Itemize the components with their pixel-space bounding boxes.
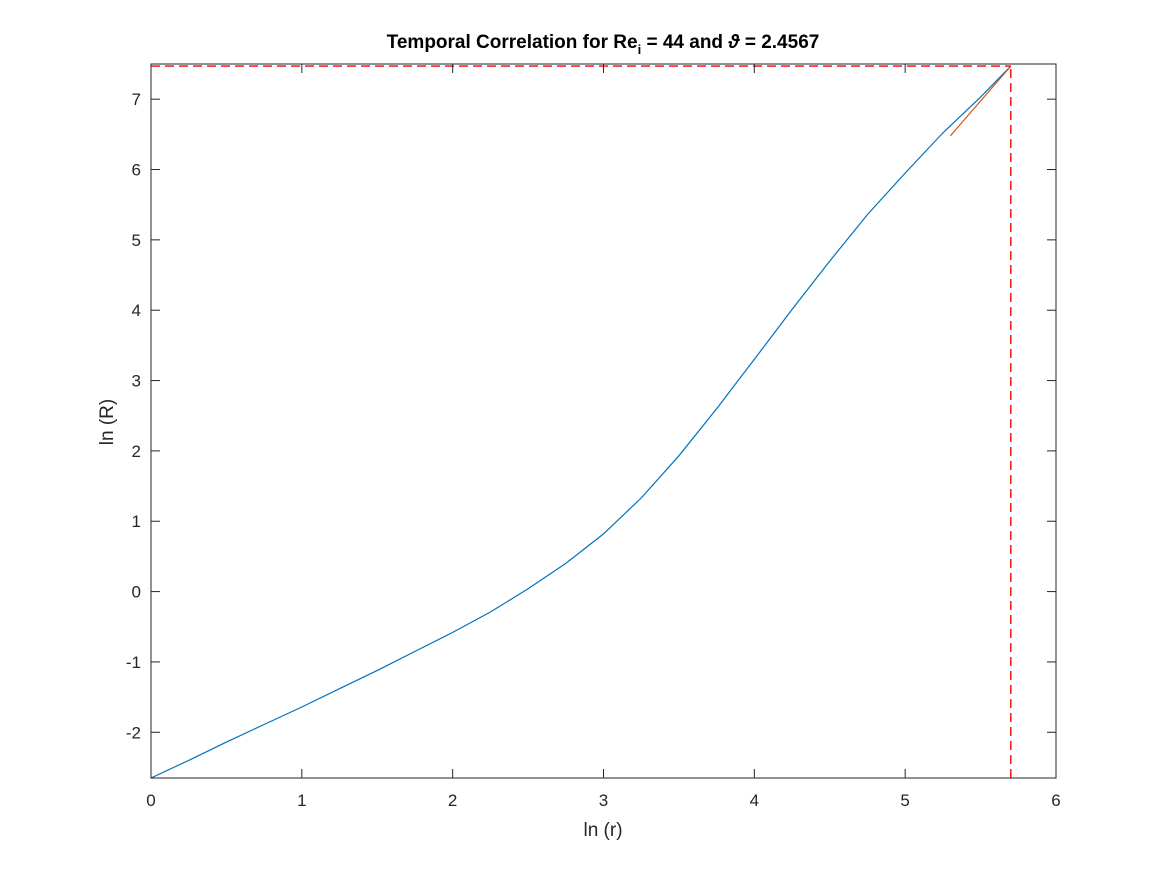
series-line-0 xyxy=(150,65,1012,779)
x-axis-label: ln (r) xyxy=(583,820,622,841)
y-tick-label: -2 xyxy=(126,723,141,742)
y-tick-label: 4 xyxy=(132,301,141,320)
y-tick-label: 6 xyxy=(132,161,141,180)
chart-title: Temporal Correlation for Rei = 44 and ϑ … xyxy=(387,32,820,57)
chart-title-prefix: Temporal Correlation for Re xyxy=(387,32,638,53)
chart-title-suffix: = 2.4567 xyxy=(740,32,820,53)
y-tick-label: 5 xyxy=(132,231,141,250)
y-tick-label: 7 xyxy=(132,90,141,109)
series-line-1 xyxy=(949,65,1012,137)
x-tick-label: 6 xyxy=(1051,791,1060,810)
y-tick-label: 3 xyxy=(132,372,141,391)
axes-layer xyxy=(150,63,1057,779)
chart-title-middle: = 44 and xyxy=(641,32,728,53)
x-tick-label: 5 xyxy=(900,791,909,810)
chart-title-symbol: ϑ xyxy=(727,32,740,53)
series-layer xyxy=(150,65,1012,779)
x-tick-label: 3 xyxy=(599,791,608,810)
x-tick-label: 0 xyxy=(146,791,155,810)
y-tick-label: 0 xyxy=(132,583,141,602)
x-tick-label: 4 xyxy=(750,791,759,810)
ticks-layer: 0 1 2 3 4 5 6 -2 -1 0 1 2 3 4 5 6 7 xyxy=(126,64,1061,810)
axes-box xyxy=(150,63,1057,779)
chart-title-subscript: i xyxy=(638,42,642,57)
x-tick-label: 2 xyxy=(448,791,457,810)
y-tick-label: 1 xyxy=(132,512,141,531)
y-axis-label: ln (R) xyxy=(97,399,118,445)
y-tick-label: -1 xyxy=(126,653,141,672)
y-tick-label: 2 xyxy=(132,442,141,461)
x-tick-label: 1 xyxy=(297,791,306,810)
